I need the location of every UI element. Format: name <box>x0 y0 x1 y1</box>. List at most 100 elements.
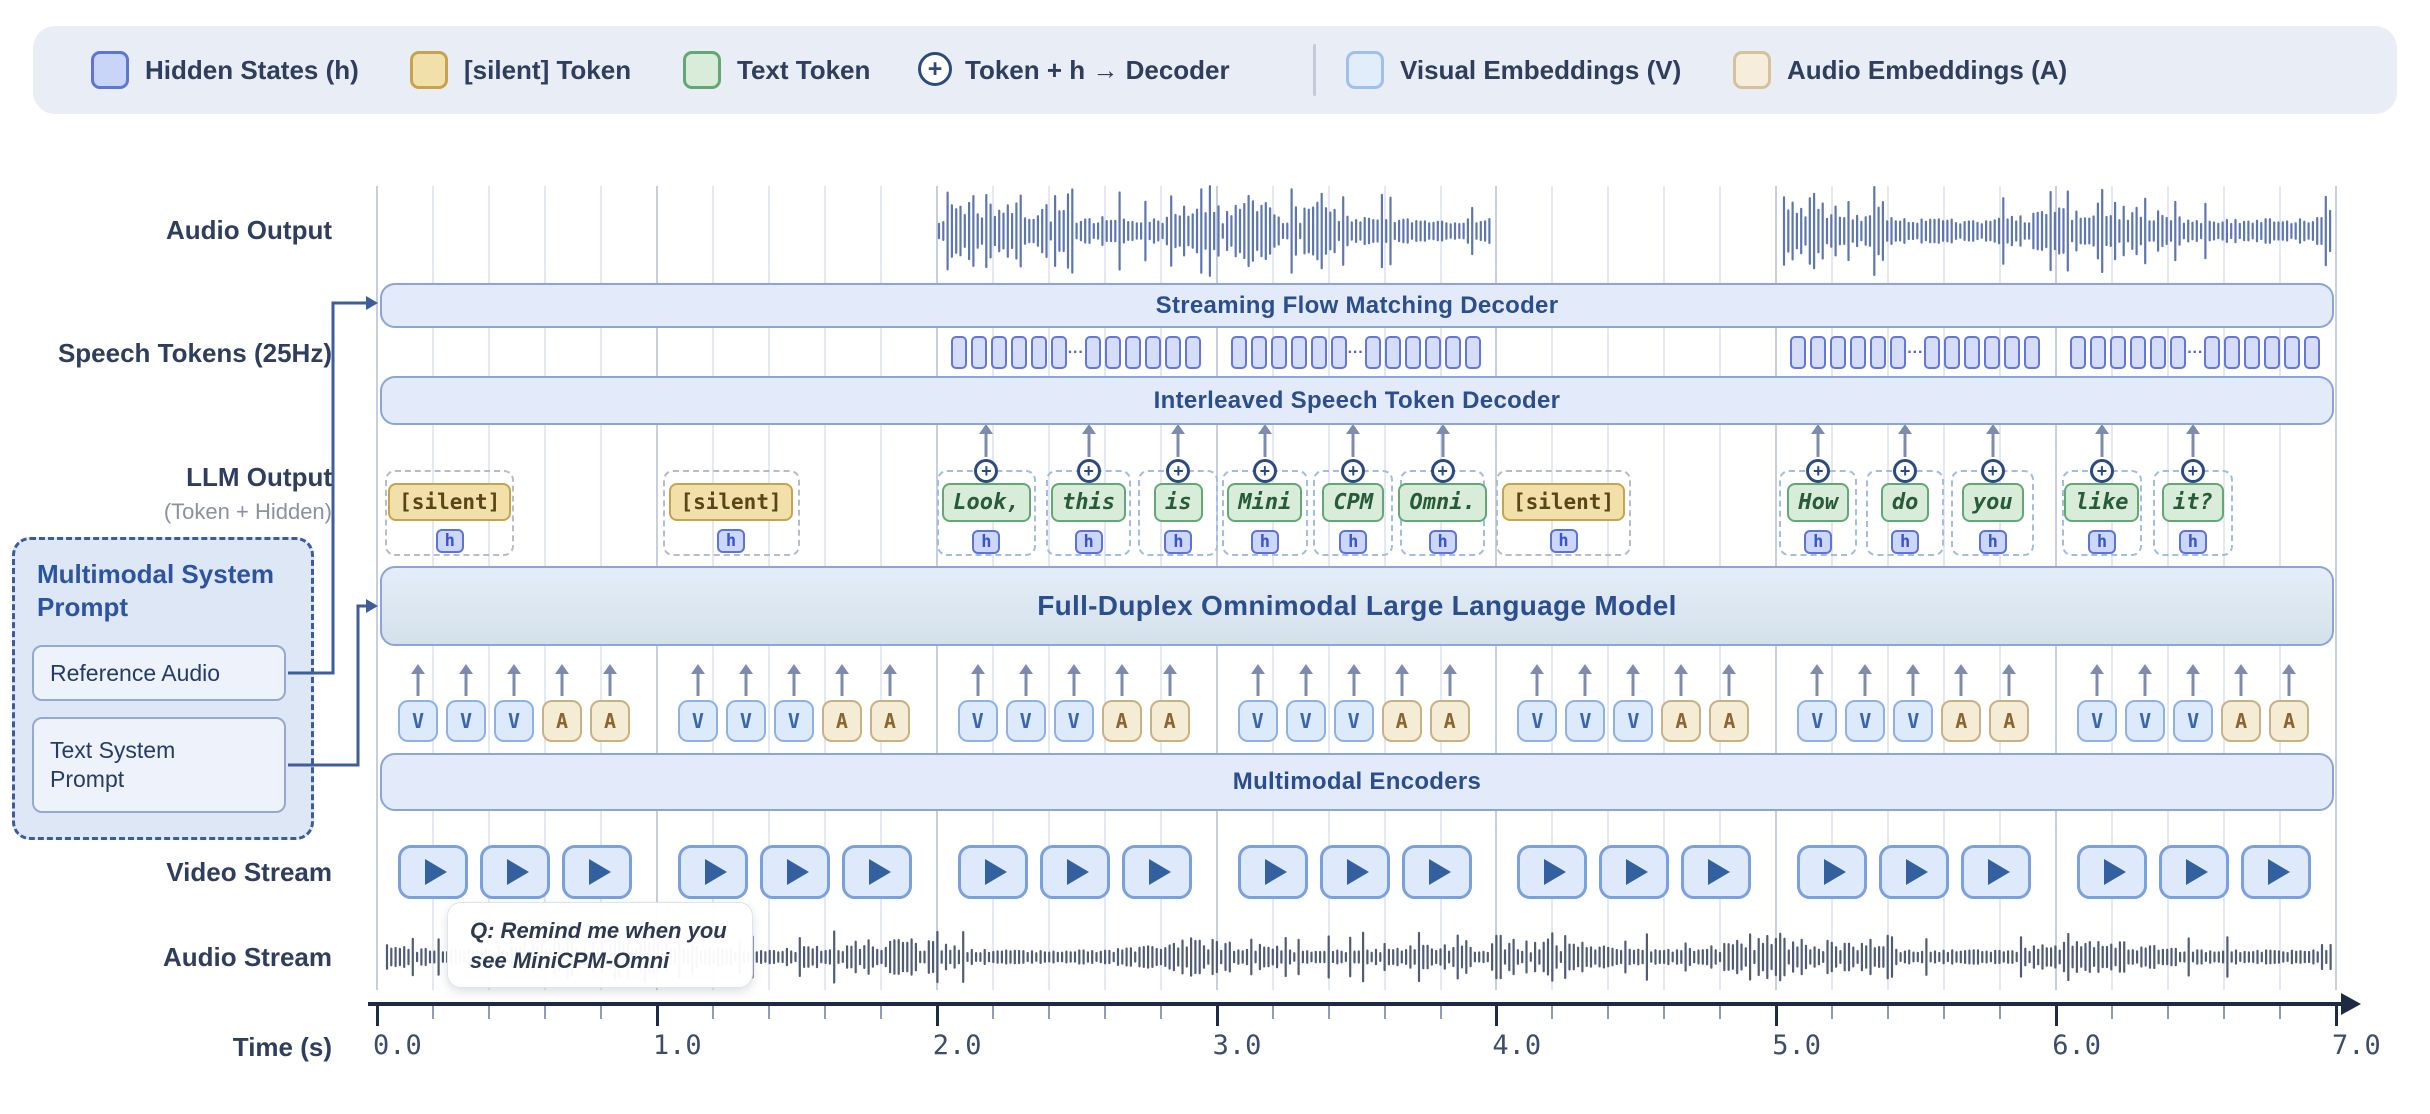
row-label-audio-stream: Audio Stream <box>162 942 332 972</box>
legend-label-text: Text Token <box>737 55 871 85</box>
multimodal-encoders-bar: Multimodal Encoders <box>380 753 2334 811</box>
speech-token-ellipsis: ··· <box>2187 344 2204 361</box>
play-icon <box>1264 859 1287 885</box>
speech-token-cell <box>1144 336 1161 369</box>
axis-tick-label: 4.0 <box>1492 1030 1542 1061</box>
full-duplex-llm-bar: Full-Duplex Omnimodal Large Language Mod… <box>380 566 2334 646</box>
streaming-flow-matching-decoder-label: Streaming Flow Matching Decoder <box>1155 291 1559 319</box>
speech-token-cell <box>1444 336 1461 369</box>
up-arrow-icon <box>1578 664 1593 696</box>
video-frame-play-button <box>2159 845 2230 899</box>
speech-token-cell <box>970 336 987 369</box>
hidden-state-chip: h <box>1339 530 1368 554</box>
up-arrow-icon <box>507 664 521 696</box>
up-arrow-icon <box>1394 664 1409 696</box>
play-icon <box>868 859 891 885</box>
speech-token-cell <box>1464 336 1481 369</box>
hidden-state-chip: h <box>1549 529 1578 553</box>
up-arrow-icon <box>2186 664 2201 696</box>
llm-token-group: [silent] h <box>662 470 800 556</box>
axis-minor-tick <box>1719 1006 1722 1019</box>
speech-token-cell <box>990 336 1007 369</box>
hidden-state-chip: h <box>1804 530 1833 554</box>
hidden-state-chip: h <box>1891 530 1920 554</box>
visual-embedding-chip: V <box>1517 700 1558 742</box>
play-icon <box>1824 859 1847 885</box>
speech-token-cell <box>1164 336 1181 369</box>
silent-token: [silent] <box>669 483 793 521</box>
text-token: it? <box>2161 483 2224 522</box>
axis-minor-tick <box>2223 1006 2226 1019</box>
up-arrow-icon <box>2185 424 2200 457</box>
audio-embedding-chip: A <box>1381 700 1422 742</box>
speech-token-cell <box>1030 336 1047 369</box>
text-token: is <box>1154 483 1203 522</box>
text-system-prompt-label: Text System Prompt <box>50 737 176 792</box>
speech-token-cell <box>2130 336 2147 369</box>
text-swatch-icon <box>683 51 721 89</box>
visual-embedding-chip: V <box>677 700 718 742</box>
token-plus-decoder-icon: + <box>1166 459 1191 483</box>
speech-token-cell <box>1850 336 1867 369</box>
play-icon <box>425 859 447 885</box>
audio-output-waveform <box>937 185 1491 277</box>
llm-token-group: + How h <box>1779 459 1858 556</box>
silent-swatch-icon <box>410 51 448 89</box>
speech-token-cell <box>1290 336 1307 369</box>
up-arrow-icon <box>2234 664 2249 696</box>
up-arrow-icon <box>1435 424 1450 457</box>
audio-embedding-chip: A <box>1941 700 1982 742</box>
axis-tick-label: 0.0 <box>373 1030 422 1061</box>
interleaved-speech-token-decoder-label: Interleaved Speech Token Decoder <box>1153 386 1561 414</box>
up-arrow-icon <box>738 664 753 696</box>
video-frame-play-button <box>1121 845 1192 899</box>
question-line2: see MiniCPM-Omni <box>470 947 670 973</box>
up-arrow-icon <box>2094 424 2109 457</box>
visual-embedding-chip: V <box>1797 700 1838 742</box>
up-arrow-icon <box>1066 664 1081 696</box>
audio-embedding-chip: A <box>2269 700 2310 742</box>
visual-embedding-chip: V <box>1333 700 1374 742</box>
audio-embedding-chip: A <box>542 700 582 742</box>
play-icon <box>1148 859 1171 885</box>
token-plus-decoder-icon: + <box>1893 459 1918 483</box>
video-frame-play-button <box>2077 845 2148 899</box>
hidden-state-chip: h <box>1164 530 1193 554</box>
token-plus-decoder-icon: + <box>1076 459 1101 483</box>
axis-minor-tick <box>1271 1006 1274 1019</box>
speech-token-cell <box>2070 336 2087 369</box>
hidden-state-chip: h <box>435 529 464 553</box>
up-arrow-icon <box>2090 664 2105 696</box>
speech-token-cell <box>1184 336 1201 369</box>
axis-tick-label: 6.0 <box>2052 1030 2101 1061</box>
play-icon <box>1988 859 2011 885</box>
llm-token-group: + CPM h <box>1313 459 1394 556</box>
axis-minor-tick <box>1159 1006 1162 1019</box>
axis-minor-tick <box>599 1006 602 1019</box>
hidden-state-chip: h <box>717 529 746 553</box>
video-frame-play-button <box>759 845 830 899</box>
legend-bar: Hidden States (h) [silent] Token Text Toke… <box>33 26 2397 114</box>
streaming-flow-matching-decoder-bar: Streaming Flow Matching Decoder <box>380 283 2334 328</box>
visual-embedding-chip: V <box>1613 700 1654 742</box>
audio-output-waveform <box>1782 186 2332 276</box>
play-icon <box>2186 859 2209 885</box>
llm-token-group: + it? h <box>2152 459 2233 556</box>
axis-minor-tick <box>543 1006 546 1019</box>
play-icon <box>984 859 1007 885</box>
speech-token-cell <box>1050 336 1067 369</box>
up-arrow-icon <box>1954 664 1969 696</box>
audio-embedding-chip: A <box>869 700 910 742</box>
axis-tick-label: 1.0 <box>652 1030 702 1061</box>
video-frame-play-button <box>1797 845 1868 899</box>
speech-token-cell <box>1124 336 1141 369</box>
visual-embedding-chip: V <box>1285 700 1326 742</box>
visual-embedding-chip: V <box>1893 700 1934 742</box>
up-arrow-icon <box>1674 664 1689 696</box>
up-arrow-icon <box>1250 664 1265 696</box>
speech-token-cell <box>2004 336 2021 369</box>
axis-minor-tick <box>767 1006 770 1019</box>
up-arrow-icon <box>1810 664 1825 696</box>
video-frame-play-button <box>677 845 748 899</box>
up-arrow-icon <box>970 664 985 696</box>
